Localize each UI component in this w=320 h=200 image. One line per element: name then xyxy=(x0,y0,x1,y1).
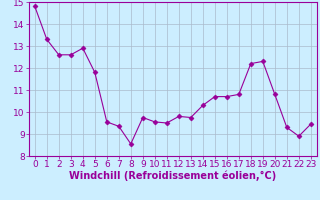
X-axis label: Windchill (Refroidissement éolien,°C): Windchill (Refroidissement éolien,°C) xyxy=(69,171,276,181)
